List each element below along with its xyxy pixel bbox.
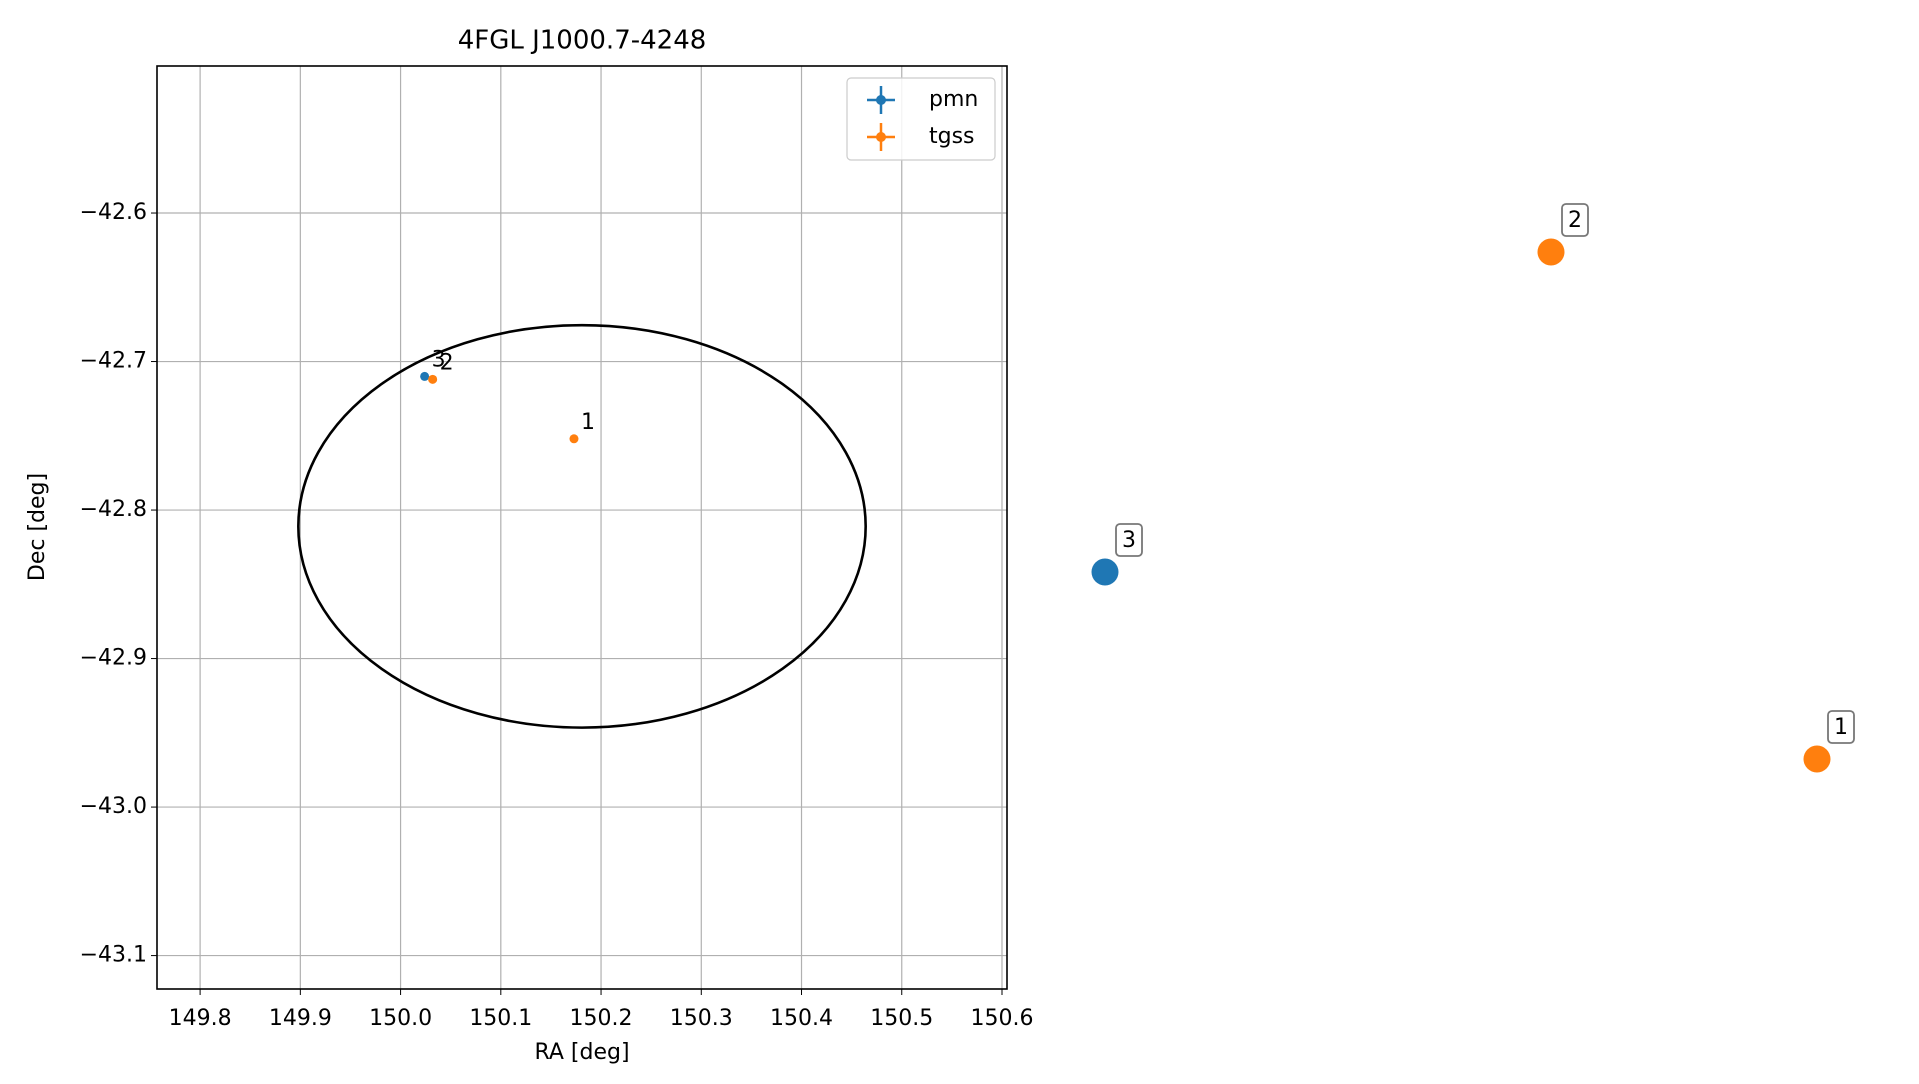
legend-label: pmn — [929, 87, 978, 112]
error-ellipse — [297, 323, 867, 729]
axes-frame — [156, 65, 1008, 990]
callout-label: 1 — [1834, 715, 1848, 740]
point — [420, 371, 430, 381]
y-tick-label: −42.9 — [80, 646, 147, 671]
y-tick-label: −42.6 — [80, 200, 147, 225]
callout-label: 3 — [1122, 528, 1136, 553]
x-tick-label: 150.0 — [369, 1006, 432, 1031]
x-tick-label: 150.2 — [570, 1006, 633, 1031]
x-tick-label: 150.5 — [870, 1006, 933, 1031]
y-axis-label: Dec [deg] — [25, 473, 50, 581]
callout-label: 2 — [1568, 208, 1582, 233]
callout-point — [1537, 238, 1565, 266]
legend-marker — [876, 132, 886, 142]
point-label: 3 — [432, 347, 446, 372]
callout-box — [1115, 523, 1143, 557]
x-tick-label: 150.6 — [970, 1006, 1033, 1031]
x-tick-label: 150.3 — [670, 1006, 733, 1031]
y-tick-label: −42.8 — [80, 497, 147, 522]
callout-point — [1803, 745, 1831, 773]
y-tick-label: −43.0 — [80, 794, 147, 819]
y-tick-label: −42.7 — [80, 349, 147, 374]
x-tick-label: 149.8 — [169, 1006, 232, 1031]
x-axis-label: RA [deg] — [534, 1040, 629, 1065]
chart-title: 4FGL J1000.7-4248 — [458, 26, 707, 56]
x-tick-label: 150.1 — [469, 1006, 532, 1031]
callout-box — [1561, 203, 1589, 237]
legend-label: tgss — [929, 124, 975, 149]
x-tick-label: 149.9 — [269, 1006, 332, 1031]
x-tick-label: 150.4 — [770, 1006, 833, 1031]
point — [569, 434, 579, 444]
legend-marker — [876, 95, 886, 105]
callout-point — [1091, 558, 1119, 586]
point — [428, 374, 438, 384]
callout-box — [1827, 710, 1855, 744]
y-tick-label: −43.1 — [80, 943, 147, 968]
point-label: 1 — [581, 410, 595, 435]
point-label: 2 — [440, 350, 454, 375]
